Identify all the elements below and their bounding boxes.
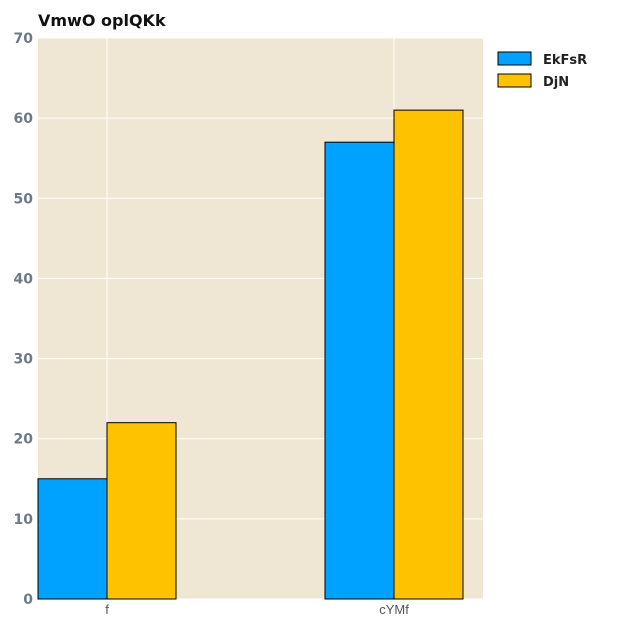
bar-EkFsR-cYMf — [324, 141, 395, 600]
y-tick-label: 10 — [14, 512, 34, 528]
y-axis-ticks: 0 10 20 30 40 50 60 70 — [14, 31, 34, 608]
legend-swatch-DjN — [497, 73, 532, 88]
legend-label-DjN: DjN — [543, 75, 569, 90]
y-tick-label: 70 — [14, 31, 34, 47]
x-axis-ticks: f cYMf — [105, 602, 409, 617]
legend-label-EkFsR: EkFsR — [543, 53, 587, 68]
y-tick-label: 40 — [14, 271, 34, 287]
bar-DjN-f — [106, 422, 177, 600]
x-tick-label: f — [105, 602, 109, 617]
legend: EkFsR DjN — [497, 51, 587, 90]
bars — [37, 109, 464, 600]
y-tick-label: 20 — [14, 432, 34, 448]
x-tick-label: cYMf — [379, 602, 409, 617]
y-tick-label: 60 — [14, 111, 34, 127]
legend-swatch-EkFsR — [497, 51, 532, 66]
y-tick-label: 30 — [14, 352, 34, 368]
bar-DjN-cYMf — [393, 109, 464, 600]
bar-EkFsR-f — [37, 478, 108, 600]
chart-title: VmwO oplQKk — [38, 11, 166, 30]
y-tick-label: 50 — [14, 191, 34, 207]
y-tick-label: 0 — [23, 592, 33, 608]
